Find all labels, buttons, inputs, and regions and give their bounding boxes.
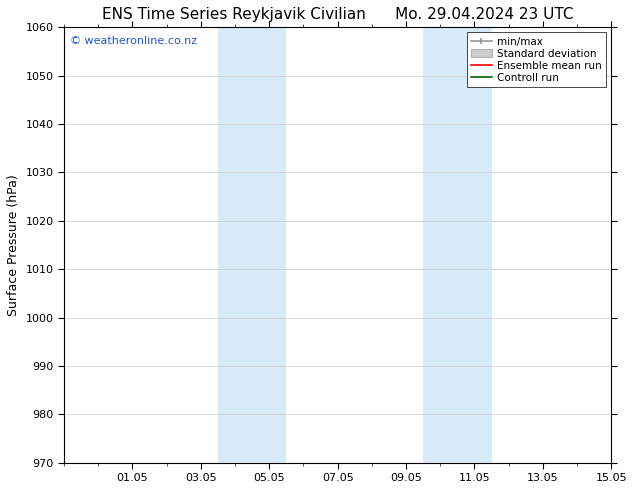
Legend: min/max, Standard deviation, Ensemble mean run, Controll run: min/max, Standard deviation, Ensemble me… xyxy=(467,32,606,87)
Bar xyxy=(218,27,287,463)
Title: ENS Time Series Reykjavik Civilian      Mo. 29.04.2024 23 UTC: ENS Time Series Reykjavik Civilian Mo. 2… xyxy=(102,7,573,22)
Bar xyxy=(423,27,491,463)
Text: © weatheronline.co.nz: © weatheronline.co.nz xyxy=(70,36,197,46)
Y-axis label: Surface Pressure (hPa): Surface Pressure (hPa) xyxy=(7,174,20,316)
